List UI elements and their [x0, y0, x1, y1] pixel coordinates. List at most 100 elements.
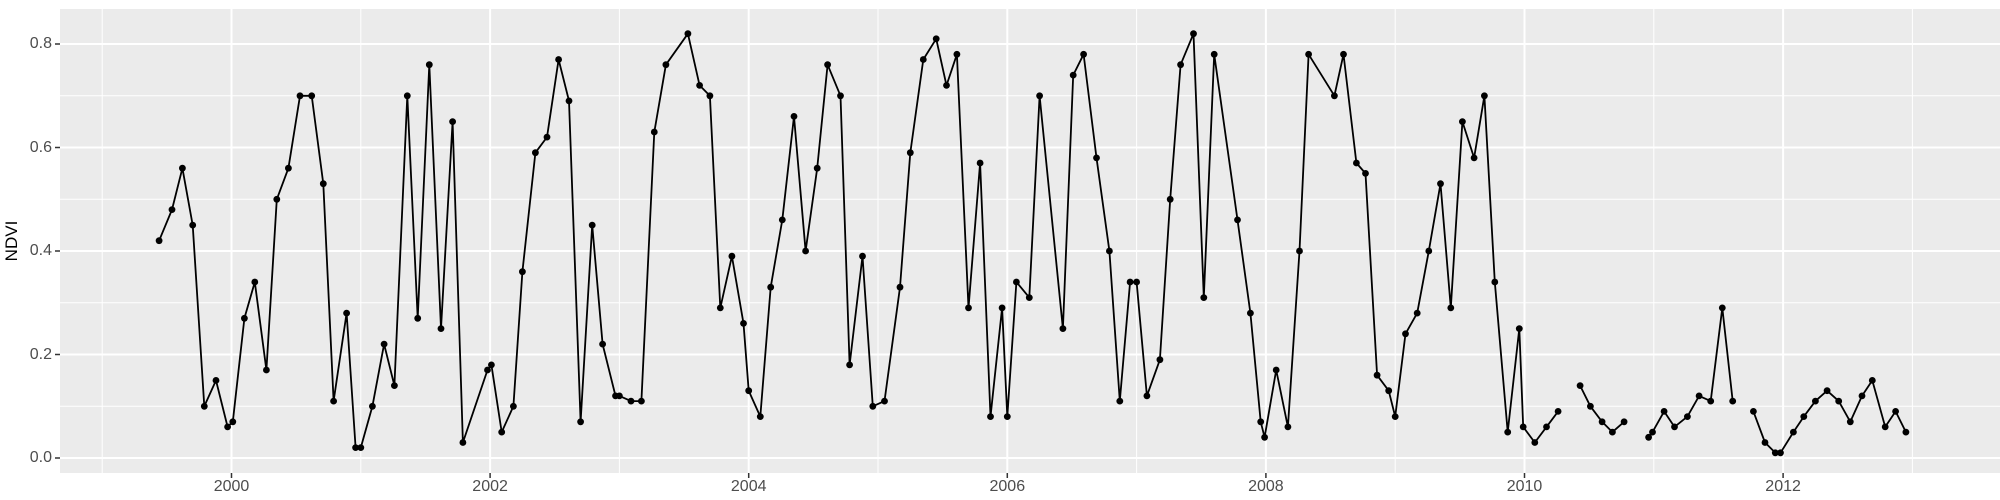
data-point — [1284, 423, 1292, 431]
data-point — [414, 314, 422, 322]
data-point — [1554, 408, 1562, 415]
data-point — [565, 97, 573, 105]
data-point — [987, 413, 994, 420]
y-tick-label: 0.8 — [29, 35, 52, 52]
data-point — [380, 340, 388, 348]
data-point — [1649, 428, 1656, 436]
data-point — [953, 50, 961, 58]
data-point — [745, 387, 753, 395]
data-point — [1447, 304, 1455, 312]
data-point — [1543, 423, 1550, 431]
x-tick-label: 2002 — [472, 478, 508, 495]
data-point — [943, 82, 950, 89]
data-point — [155, 237, 163, 245]
data-point — [1331, 92, 1338, 100]
data-point — [1093, 154, 1100, 162]
data-point — [1835, 397, 1843, 405]
data-point — [1261, 433, 1268, 441]
data-point — [200, 402, 208, 410]
data-point — [1305, 50, 1312, 58]
data-point — [1777, 449, 1784, 457]
data-point — [1645, 433, 1652, 441]
data-point — [1080, 50, 1087, 58]
data-point — [1069, 71, 1077, 79]
x-tick-label: 2000 — [213, 478, 250, 495]
data-point — [1353, 159, 1360, 167]
data-point — [1296, 247, 1303, 255]
data-point — [998, 304, 1006, 312]
data-point — [1902, 428, 1910, 436]
data-point — [1812, 397, 1819, 405]
data-point — [837, 92, 844, 100]
data-point — [638, 397, 645, 405]
data-point — [1373, 371, 1381, 379]
data-point — [1257, 418, 1265, 426]
data-point — [965, 304, 972, 312]
data-point — [588, 221, 596, 229]
data-point — [449, 118, 456, 125]
data-point — [662, 61, 670, 69]
data-point — [756, 413, 764, 420]
data-point — [716, 304, 724, 312]
data-point — [1385, 387, 1393, 395]
data-point — [1481, 92, 1488, 100]
data-point — [896, 283, 904, 291]
data-point — [1391, 413, 1399, 420]
data-point — [343, 309, 350, 317]
data-point — [1620, 418, 1628, 426]
data-point — [599, 340, 606, 348]
data-point — [696, 82, 703, 89]
data-point — [484, 366, 491, 374]
data-point — [1340, 50, 1347, 58]
data-point — [263, 366, 270, 374]
data-point — [1200, 294, 1208, 301]
data-point — [881, 397, 888, 405]
y-tick-label: 0.4 — [29, 242, 52, 259]
data-point — [740, 320, 747, 327]
data-point — [285, 164, 292, 172]
data-point — [824, 61, 831, 69]
data-point — [308, 92, 316, 100]
data-point — [543, 133, 551, 141]
data-point — [919, 56, 927, 63]
data-point — [519, 268, 526, 276]
data-point — [1116, 397, 1124, 405]
data-point — [650, 128, 658, 136]
data-point — [296, 92, 304, 100]
y-tick-label: 0.6 — [29, 138, 52, 156]
data-point — [802, 247, 809, 255]
data-point — [1491, 278, 1499, 286]
data-point — [706, 92, 714, 100]
data-point — [1459, 118, 1466, 125]
data-point — [767, 283, 775, 291]
data-point — [1413, 309, 1421, 317]
data-point — [684, 30, 692, 38]
data-point — [1210, 50, 1218, 58]
data-point — [728, 252, 736, 260]
data-point — [1126, 278, 1134, 286]
data-point — [319, 180, 327, 188]
data-point — [1707, 397, 1715, 405]
data-point — [1729, 397, 1737, 405]
data-point — [1156, 356, 1164, 364]
data-point — [1362, 170, 1369, 177]
data-point — [1598, 418, 1606, 426]
data-point — [1247, 309, 1254, 317]
y-tick-label: 0.0 — [29, 449, 52, 466]
data-point — [1800, 413, 1808, 420]
data-point — [1402, 330, 1409, 338]
data-point — [212, 377, 220, 384]
x-tick-label: 2008 — [1248, 478, 1284, 495]
data-point — [1823, 387, 1831, 395]
data-point — [1106, 247, 1113, 255]
y-tick-label: 0.2 — [29, 345, 52, 363]
data-point — [790, 113, 798, 120]
data-point — [1025, 294, 1033, 301]
data-point — [869, 402, 877, 410]
data-point — [859, 252, 866, 260]
data-point — [1576, 382, 1584, 389]
data-point — [425, 61, 433, 69]
data-point — [1671, 423, 1678, 431]
data-point — [369, 402, 376, 410]
